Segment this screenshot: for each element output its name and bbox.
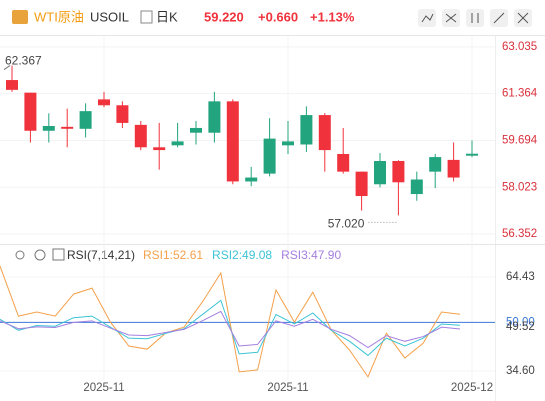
period[interactable]: 日K — [156, 9, 178, 24]
change: +0.660 — [258, 9, 298, 24]
max-pointer — [3, 65, 11, 70]
settings-icon[interactable] — [34, 249, 46, 261]
y-tick-label: 64.43 — [506, 271, 535, 283]
candle-body — [282, 141, 294, 146]
candle-body — [208, 101, 221, 133]
candle-body — [24, 92, 37, 131]
y-tick-label: 58.023 — [502, 181, 537, 193]
legend-entry: RSI2:49.08 — [212, 248, 272, 262]
candle-body — [410, 179, 423, 195]
candle-body — [226, 101, 239, 182]
candle-body — [318, 115, 331, 151]
candle-body — [300, 115, 313, 145]
indicator-title: RSI(7,14,21) — [67, 248, 135, 262]
candle-body — [392, 161, 405, 183]
toolbar — [418, 9, 532, 27]
candle-body — [355, 171, 368, 197]
change-pct: +1.13% — [310, 9, 355, 24]
candle-body — [42, 125, 55, 131]
rsi-line — [0, 265, 461, 378]
y-tick-label: 59.694 — [502, 134, 538, 146]
tool-button[interactable] — [418, 9, 436, 27]
period-icon[interactable] — [140, 10, 153, 24]
legend-entry: RSI1:52.61 — [143, 248, 203, 262]
candle-body — [190, 127, 202, 133]
min-label: 57.020 — [328, 217, 365, 231]
tool-icon — [517, 12, 529, 24]
candle-body — [374, 161, 386, 185]
x-tick-label: 2025-12 — [451, 382, 493, 394]
value-marker: 49.52 — [506, 321, 535, 333]
price: 59.220 — [204, 9, 244, 24]
y-tick-label: 50.00 — [506, 316, 535, 328]
y-tick-label: 61.364 — [502, 88, 538, 100]
x-tick-label: 2025-11 — [83, 382, 124, 394]
max-label: 62.367 — [5, 54, 42, 68]
symbol-code: USOIL — [90, 9, 129, 24]
indicator-icon[interactable] — [52, 248, 65, 261]
candle-body — [79, 111, 92, 129]
tool-icon — [445, 13, 457, 23]
candle-body — [466, 153, 478, 156]
eye-icon[interactable] — [15, 250, 25, 260]
candle-body — [447, 159, 460, 178]
candle-body — [98, 99, 110, 106]
y-tick-label: 63.035 — [502, 41, 537, 53]
candle-body — [134, 124, 147, 148]
candle-body — [245, 177, 258, 182]
legend-entry: RSI3:47.90 — [281, 248, 341, 262]
candle-body — [263, 138, 276, 174]
tool-button[interactable] — [466, 9, 484, 27]
symbol-icon — [12, 10, 28, 24]
candle-body — [337, 154, 350, 172]
x-tick-label: 2025-11 — [267, 382, 308, 394]
symbol-name: WTI原油 — [34, 9, 84, 24]
candle-body — [171, 141, 184, 146]
candle-body — [61, 126, 74, 129]
y-tick-label: 34.60 — [506, 365, 535, 377]
rsi-line — [0, 299, 461, 357]
y-tick-label: 56.352 — [502, 228, 537, 240]
candle-body — [153, 147, 166, 151]
candle-body — [116, 105, 129, 123]
candle-body — [6, 80, 18, 90]
tool-icon — [493, 12, 505, 24]
tool-icon — [421, 13, 434, 23]
candle-body — [429, 157, 442, 172]
rsi-line — [0, 310, 461, 349]
